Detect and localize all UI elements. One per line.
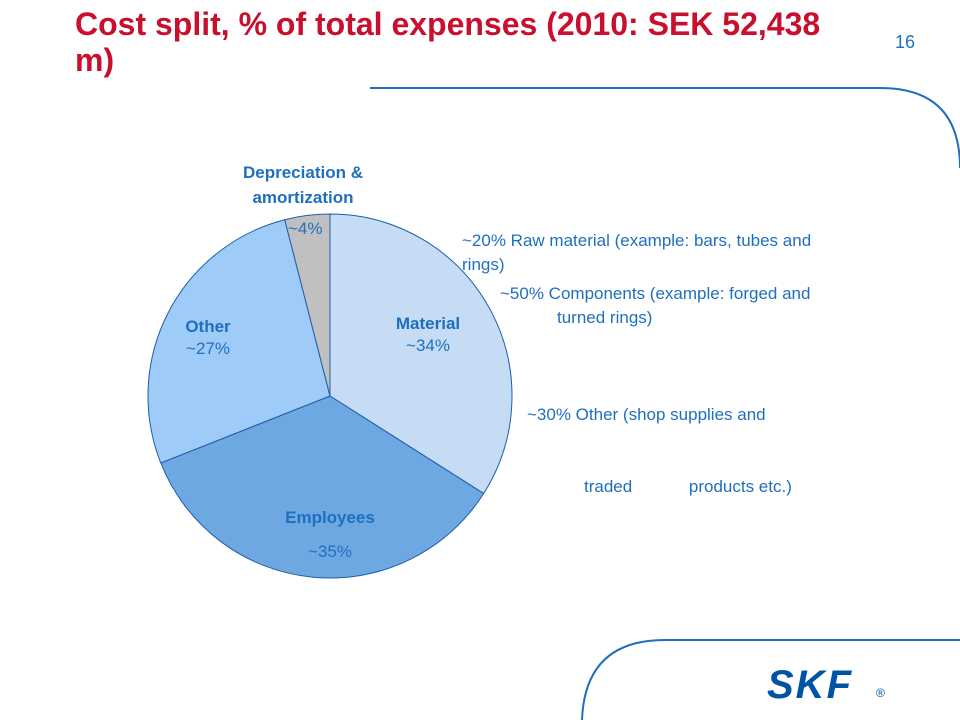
slice-value-label: ~34%	[406, 336, 450, 355]
note-raw-material-line-2: rings)	[462, 253, 811, 277]
note-other: ~30% Other (shop supplies and traded pro…	[527, 355, 792, 523]
slice-label-3: Depreciation & amortization ~4%	[218, 160, 388, 210]
slice-name-label: Material	[378, 313, 478, 335]
registered-mark: ®	[876, 686, 885, 700]
note-components-line-2: turned rings)	[500, 306, 810, 330]
note-raw-material: ~20% Raw material (example: bars, tubes …	[462, 229, 811, 277]
skf-logo: SKF	[745, 665, 875, 703]
slice-value-label: ~27%	[186, 339, 230, 358]
slice-value-label: ~4%	[288, 218, 323, 240]
slice-name-label: Other	[158, 316, 258, 338]
note-other-line-1: ~30% Other (shop supplies and	[527, 403, 792, 427]
slice-name-label: Employees	[255, 507, 405, 529]
note-raw-material-line-1: ~20% Raw material (example: bars, tubes …	[462, 229, 811, 253]
slice-label-2: Other ~27%	[158, 316, 258, 360]
slice-label-1: Employees ~35%	[255, 507, 405, 563]
note-other-line-2: traded products etc.)	[527, 475, 792, 499]
skf-logo-text: SKF	[767, 665, 853, 703]
note-components-line-1: ~50% Components (example: forged and	[500, 282, 810, 306]
slice-value-label: ~35%	[255, 541, 405, 563]
slice-name-label: Depreciation & amortization	[218, 160, 388, 210]
note-components: ~50% Components (example: forged and tur…	[500, 282, 810, 330]
slice-label-0: Material ~34%	[378, 313, 478, 357]
